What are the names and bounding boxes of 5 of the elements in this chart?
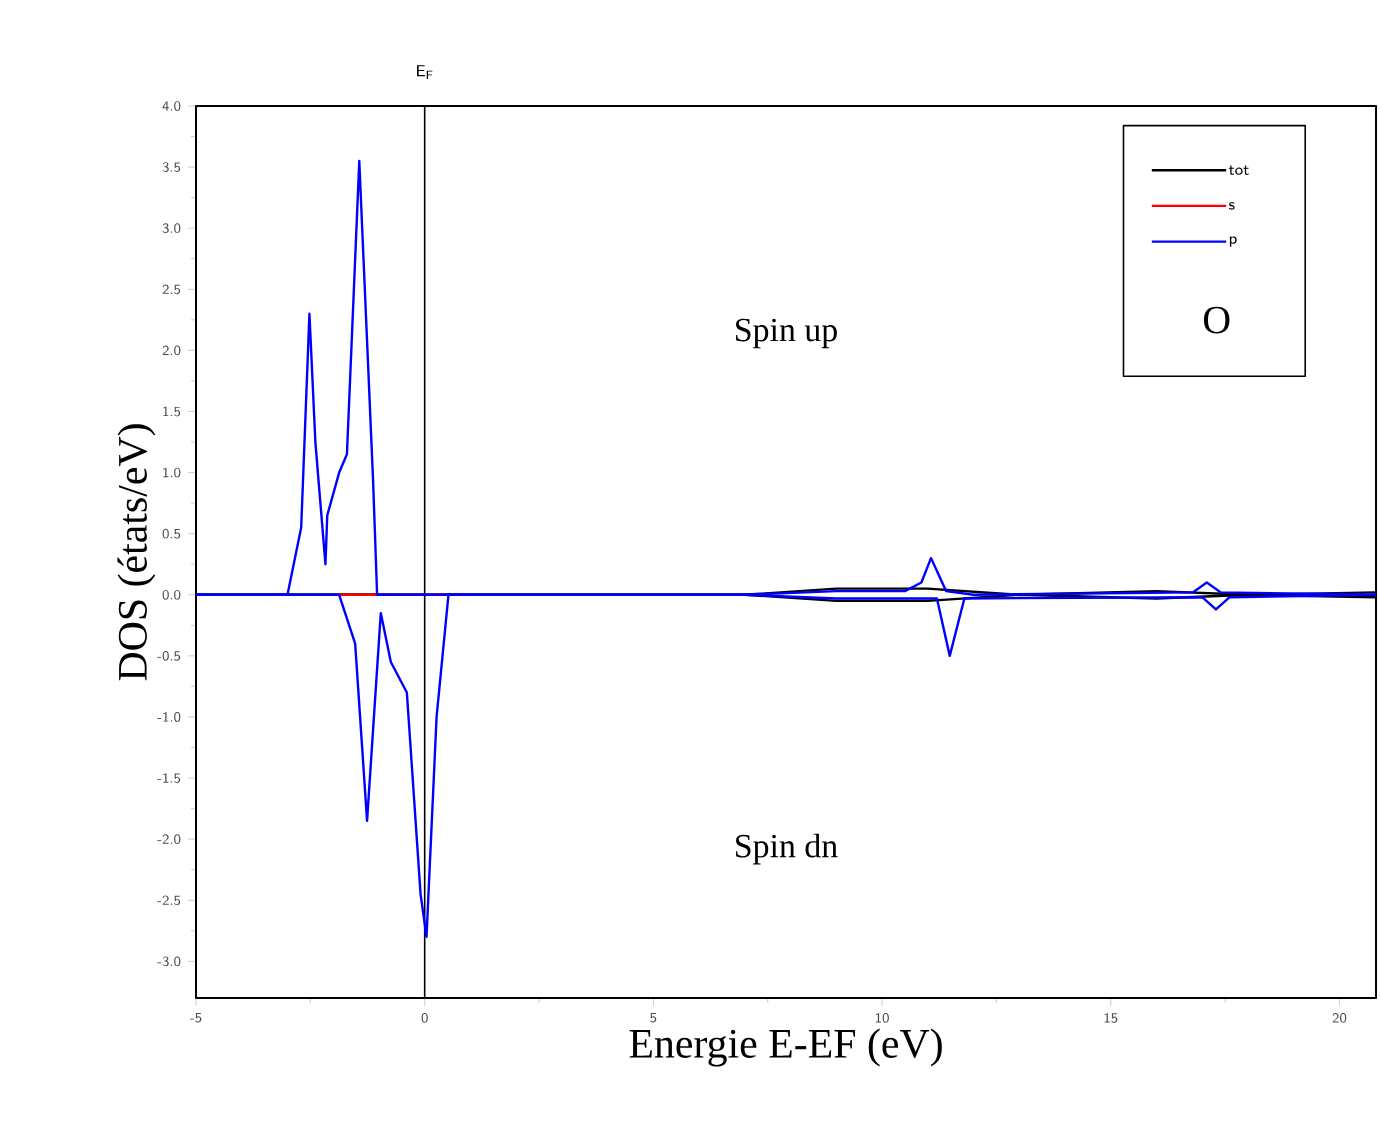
annotation: Spin dn bbox=[736, 833, 838, 865]
annotation: O bbox=[1203, 306, 1230, 334]
x-axis-title: Energie E-EF (eV) bbox=[629, 1028, 942, 1067]
annotation: Spin up bbox=[736, 318, 837, 349]
y-axis-title: DOS (états/eV) bbox=[117, 424, 156, 681]
